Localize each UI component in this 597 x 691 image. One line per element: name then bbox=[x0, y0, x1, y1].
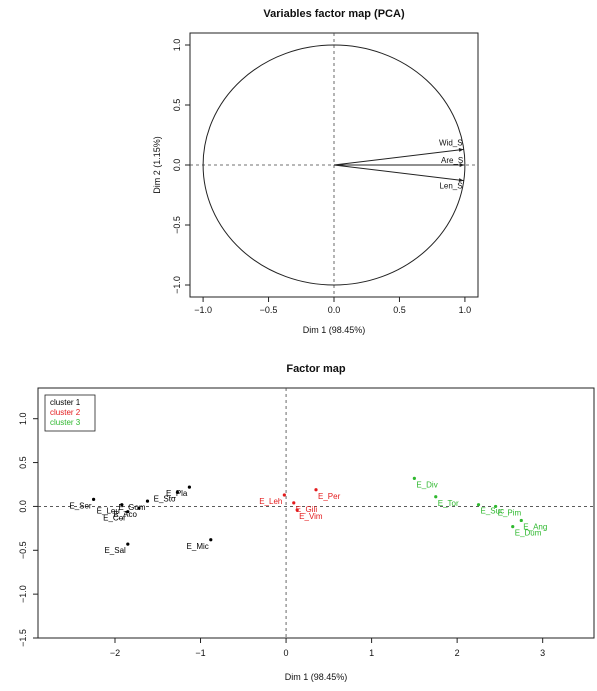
factor-map-point bbox=[295, 508, 299, 512]
factor-map-title: Factor map bbox=[286, 363, 346, 375]
factor-map-ytick-label: −1.0 bbox=[18, 585, 28, 603]
factor-map-point bbox=[434, 495, 438, 499]
factor-map-point bbox=[120, 503, 124, 507]
factor-map-point-label: E_Aco bbox=[113, 510, 137, 519]
factor-map-point-label: E_Ser bbox=[69, 501, 92, 510]
pca-arrowhead bbox=[458, 148, 464, 152]
factor-map-point bbox=[187, 485, 192, 489]
factor-map-point-label: E_Leh bbox=[259, 497, 282, 506]
pca-xtick-label: 1.0 bbox=[459, 305, 472, 315]
pca-arrowhead bbox=[458, 178, 464, 182]
factor-map-point-label: E_Dum bbox=[515, 529, 542, 538]
factor-map-point-label: E_Sal bbox=[104, 546, 126, 555]
pca-ytick-label: −0.5 bbox=[172, 216, 182, 234]
factor-map-ytick-label: 0.0 bbox=[18, 500, 28, 513]
legend-entry: cluster 1 bbox=[50, 398, 81, 407]
pca-ytick-label: 1.0 bbox=[172, 39, 182, 52]
pca-ytick-label: 0.5 bbox=[172, 99, 182, 112]
factor-map-ytick-label: −1.5 bbox=[18, 629, 28, 647]
factor-map-frame bbox=[37, 387, 595, 639]
factor-map-point bbox=[126, 510, 130, 514]
factor-map-point bbox=[209, 538, 213, 542]
factor-map-point-label: E_Mic bbox=[187, 542, 209, 551]
factor-map-point bbox=[92, 497, 96, 502]
factor-map-point-label: E_Gili bbox=[296, 505, 318, 514]
pca-variable-label: Are_S bbox=[441, 156, 463, 165]
factor-map-xtick-label: −2 bbox=[110, 648, 120, 658]
legend-entry: cluster 3 bbox=[50, 418, 81, 427]
legend-box bbox=[44, 394, 96, 432]
pca-xlabel: Dim 1 (98.45%) bbox=[303, 325, 366, 335]
factor-map-point bbox=[175, 490, 180, 494]
factor-map-point-label: E_Tor bbox=[438, 499, 459, 508]
factor-map-point bbox=[145, 499, 150, 503]
factor-map-point-label: E_Vim bbox=[299, 512, 323, 521]
pca-arrowhead bbox=[459, 163, 465, 167]
pca-xtick-label: −1.0 bbox=[194, 305, 212, 315]
factor-map-xtick-label: 1 bbox=[369, 648, 374, 658]
factor-map-point bbox=[476, 503, 481, 507]
pca-variable-label: Wid_S bbox=[439, 138, 463, 147]
factor-map-xtick-label: −1 bbox=[195, 648, 205, 658]
factor-map-point bbox=[412, 476, 416, 480]
factor-map-point bbox=[137, 506, 141, 510]
factor-map-point-label: E_Gom bbox=[118, 503, 145, 512]
pca-xtick-label: −0.5 bbox=[260, 305, 278, 315]
pca-correlation-circle bbox=[202, 44, 466, 286]
pca-variable-arrow bbox=[333, 148, 464, 166]
factor-map-point-label: E_Ang bbox=[523, 522, 547, 531]
factor-map-ytick-label: −0.5 bbox=[18, 541, 28, 559]
factor-map-point bbox=[314, 488, 318, 492]
factor-map-point-label: E_Suc bbox=[481, 507, 505, 516]
factor-map-point bbox=[494, 504, 498, 509]
factor-map-point-label: E_Div bbox=[416, 480, 437, 489]
factor-map-point-label: E_Pim bbox=[498, 508, 522, 517]
factor-map-point bbox=[292, 501, 296, 505]
pca-xtick-label: 0.0 bbox=[328, 305, 341, 315]
legend-entry: cluster 2 bbox=[50, 408, 81, 417]
pca-xtick-label: 0.5 bbox=[393, 305, 406, 315]
factor-map-point bbox=[126, 542, 130, 546]
factor-map-xlabel: Dim 1 (98.45%) bbox=[285, 672, 348, 682]
factor-map-ytick-label: 0.5 bbox=[18, 456, 28, 469]
pca-ytick-label: 0.0 bbox=[172, 159, 182, 172]
factor-map-point bbox=[282, 493, 286, 497]
factor-map-point-label: E_Cor bbox=[103, 514, 126, 523]
factor-map-xtick-label: 2 bbox=[455, 648, 460, 658]
factor-map-point-label: E_Leu bbox=[97, 507, 120, 516]
pca-variable-arrow bbox=[333, 164, 464, 182]
pca-ytick-label: −1.0 bbox=[172, 276, 182, 294]
factor-map-xtick-label: 3 bbox=[540, 648, 545, 658]
factor-map-ytick-label: 1.0 bbox=[18, 412, 28, 425]
factor-map-point bbox=[519, 518, 523, 523]
pca-variable-label: Len_S bbox=[439, 182, 462, 191]
pca-ylabel: Dim 2 (1.15%) bbox=[152, 136, 162, 194]
factor-map-point-label: E_Per bbox=[318, 492, 341, 501]
factor-map-point-label: E_Sto bbox=[154, 494, 176, 503]
pca-title: Variables factor map (PCA) bbox=[263, 8, 405, 20]
factor-map-xtick-label: 0 bbox=[284, 648, 289, 658]
factor-map-point bbox=[511, 524, 515, 529]
